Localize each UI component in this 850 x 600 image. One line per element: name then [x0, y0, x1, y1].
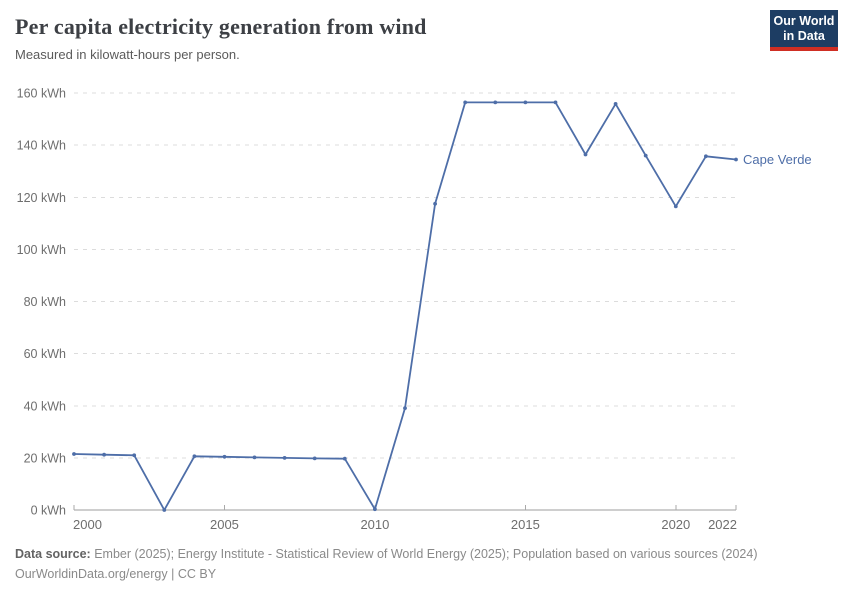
- series-line-cape-verde[interactable]: [73, 101, 737, 511]
- y-tick-label: 140 kWh: [17, 139, 66, 153]
- footer-separator: |: [167, 567, 178, 581]
- owid-logo[interactable]: Our World in Data: [770, 10, 838, 51]
- data-source-label: Data source:: [15, 547, 91, 561]
- x-tick-label: 2000: [73, 517, 102, 532]
- data-point: [403, 406, 407, 410]
- data-point: [373, 507, 377, 512]
- data-point: [493, 100, 498, 105]
- y-tick-label: 40 kWh: [24, 399, 66, 413]
- data-point: [342, 456, 347, 461]
- y-tick-label: 120 kWh: [17, 191, 66, 205]
- x-tick-label: 2005: [210, 517, 239, 532]
- footer-links: OurWorldinData.org/energy | CC BY: [15, 564, 835, 584]
- data-point: [162, 508, 167, 512]
- data-point: [72, 452, 76, 456]
- data-point: [433, 201, 437, 206]
- data-point: [312, 456, 317, 461]
- data-point: [523, 100, 528, 105]
- data-point: [252, 455, 257, 460]
- x-tick-label: 2022: [708, 517, 737, 532]
- data-point: [463, 100, 468, 105]
- data-point: [583, 152, 588, 157]
- data-source-text: Ember (2025); Energy Institute - Statist…: [90, 547, 758, 561]
- data-point: [102, 452, 106, 457]
- chart-title: Per capita electricity generation from w…: [15, 14, 427, 39]
- data-point: [704, 154, 708, 159]
- plot-area: 0 kWh 20 kWh 40 kWh 60 kWh 80 kWh 100 kWh 120 …: [0, 70, 850, 545]
- owid-logo-line1: Our World: [773, 13, 835, 28]
- data-point: [613, 102, 618, 106]
- data-point: [222, 454, 227, 459]
- data-point: [192, 454, 197, 459]
- data-point: [734, 157, 738, 162]
- data-point: [643, 153, 648, 158]
- data-point: [553, 100, 558, 105]
- x-tick-label: 2010: [360, 517, 389, 532]
- y-tick-label: 0 kWh: [31, 504, 66, 518]
- y-tick-label: 160 kWh: [17, 87, 66, 101]
- x-tick-label: 2015: [511, 517, 540, 532]
- data-point: [132, 453, 137, 458]
- x-tick-label: 2020: [661, 517, 690, 532]
- entity-label[interactable]: Cape Verde: [743, 152, 812, 167]
- data-point: [673, 204, 678, 209]
- line-chart[interactable]: 0 kWh 20 kWh 40 kWh 60 kWh 80 kWh 100 kWh 120 …: [0, 70, 850, 545]
- owid-logo-line2: in Data: [783, 28, 825, 43]
- data-point: [282, 456, 287, 460]
- owid-energy-link[interactable]: OurWorldinData.org/energy: [15, 567, 168, 581]
- chart-subtitle: Measured in kilowatt-hours per person.: [15, 47, 240, 62]
- y-tick-label: 100 kWh: [17, 243, 66, 257]
- chart-footer: Data source: Ember (2025); Energy Instit…: [15, 544, 835, 584]
- y-tick-label: 60 kWh: [24, 347, 66, 361]
- data-source-line: Data source: Ember (2025); Energy Instit…: [15, 547, 758, 561]
- y-tick-label: 80 kWh: [24, 295, 66, 309]
- license-label: CC BY: [177, 567, 217, 581]
- y-tick-label: 20 kWh: [24, 451, 66, 465]
